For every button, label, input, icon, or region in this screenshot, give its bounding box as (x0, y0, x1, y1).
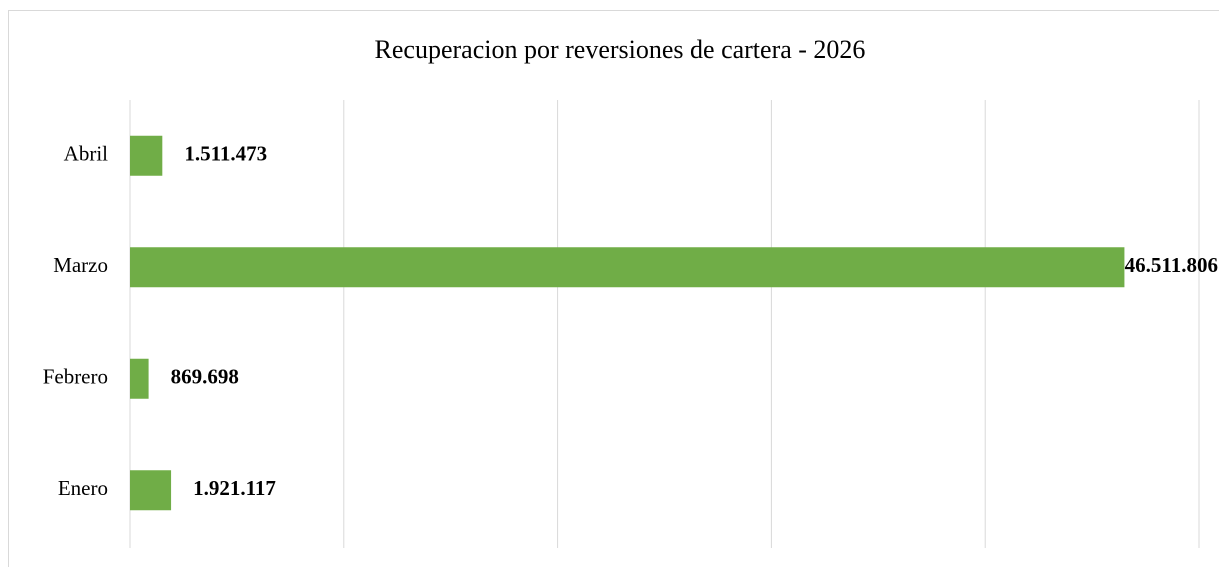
chart-border (8, 10, 1219, 567)
y-tick-label: Enero (58, 476, 108, 500)
data-label: 46.511.806 (1125, 253, 1218, 277)
chart-title: Recuperacion por reversiones de cartera … (375, 35, 866, 64)
data-label: 1.921.117 (193, 476, 276, 500)
y-tick-label: Febrero (43, 365, 108, 389)
bar (130, 247, 1125, 288)
bar (130, 135, 163, 176)
data-label: 869.698 (171, 365, 239, 389)
y-tick-label: Marzo (53, 253, 108, 277)
bar (130, 470, 172, 511)
bar (130, 358, 149, 399)
y-tick-label: Abril (64, 142, 108, 166)
data-label: 1.511.473 (184, 142, 267, 166)
